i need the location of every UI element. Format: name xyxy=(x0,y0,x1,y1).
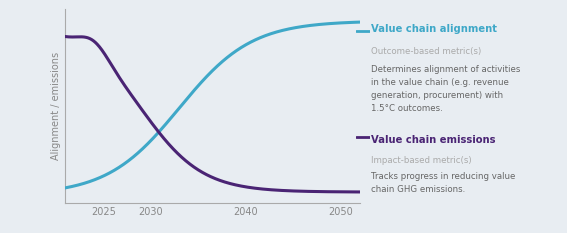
Text: Value chain alignment: Value chain alignment xyxy=(371,24,497,34)
Text: Outcome-based metric(s): Outcome-based metric(s) xyxy=(371,47,481,56)
Text: Tracks progress in reducing value
chain GHG emissions.: Tracks progress in reducing value chain … xyxy=(371,172,516,194)
Text: Impact-based metric(s): Impact-based metric(s) xyxy=(371,156,472,165)
Text: Determines alignment of activities
in the value chain (e.g. revenue
generation, : Determines alignment of activities in th… xyxy=(371,65,521,113)
Y-axis label: Alignment / emissions: Alignment / emissions xyxy=(51,52,61,160)
Text: Value chain emissions: Value chain emissions xyxy=(371,135,496,145)
